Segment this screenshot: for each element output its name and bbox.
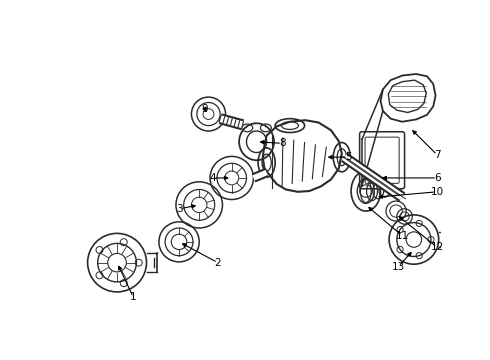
Text: 7: 7 [434, 150, 441, 160]
Text: 13: 13 [392, 261, 405, 271]
Text: 5: 5 [344, 152, 351, 162]
Text: 12: 12 [431, 242, 444, 252]
Text: 2: 2 [215, 258, 221, 267]
Text: 4: 4 [210, 173, 217, 183]
Text: 11: 11 [395, 231, 409, 241]
Text: 3: 3 [176, 204, 183, 214]
Text: 1: 1 [130, 292, 137, 302]
Text: 6: 6 [434, 173, 441, 183]
Text: 9: 9 [201, 104, 208, 114]
Text: 8: 8 [279, 138, 286, 148]
Text: 10: 10 [431, 187, 443, 197]
